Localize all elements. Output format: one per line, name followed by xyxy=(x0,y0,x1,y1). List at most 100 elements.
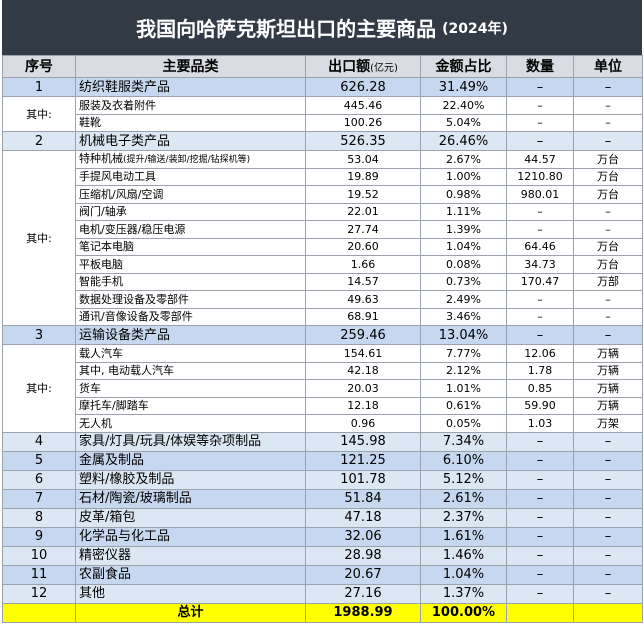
quantity-cell: 170.47 xyxy=(506,272,574,291)
subitem-name: 通讯/音像设备及零部件 xyxy=(79,310,193,324)
name-cell: 其他 xyxy=(75,583,306,604)
total-spacer xyxy=(2,602,76,623)
title-bar: 我国向哈萨克斯坦出口的主要商品 (2024年) xyxy=(2,0,642,55)
column-header-text: 主要品类 xyxy=(162,58,219,75)
share-cell: 7.77% xyxy=(420,344,507,363)
unit-cell: – xyxy=(573,450,643,471)
column-unit: (亿元) xyxy=(370,62,398,74)
subitem-name: 特种机械 xyxy=(79,152,123,166)
quantity-cell: 44.57 xyxy=(506,150,574,169)
share-cell: 6.10% xyxy=(420,450,507,471)
subitem-name-cell: 阀门/轴承 xyxy=(75,202,306,221)
quantity-cell: – xyxy=(506,488,574,509)
category-row: 9 化学品与化工品 32.06 1.61% – – xyxy=(2,526,643,547)
subitem-name: 智能手机 xyxy=(79,275,123,289)
value-cell: 42.18 xyxy=(305,361,421,380)
total-row: 总计 1988.99 100.00% xyxy=(2,602,643,623)
share-cell: 2.12% xyxy=(420,361,507,380)
share-cell: 0.98% xyxy=(420,185,507,204)
share-cell: 7.34% xyxy=(420,431,507,452)
quantity-cell: – xyxy=(506,96,574,115)
share-cell: 1.01% xyxy=(420,379,507,398)
subitem-name: 压缩机/风扇/空调 xyxy=(79,187,164,201)
share-cell: 3.46% xyxy=(420,307,507,326)
category-row: 11 农副食品 20.67 1.04% – – xyxy=(2,564,643,585)
subitem-row: 电机/变压器/稳压电源 27.74 1.39% – – xyxy=(3,220,643,239)
name-cell: 塑料/橡胶及制品 xyxy=(75,469,306,490)
value-cell: 20.03 xyxy=(305,379,421,398)
unit-cell: – xyxy=(573,325,643,345)
category-row: 6 塑料/橡胶及制品 101.78 5.12% – – xyxy=(2,469,643,490)
share-cell: 5.12% xyxy=(420,469,507,490)
number-cell: 11 xyxy=(2,564,76,585)
name-cell: 农副食品 xyxy=(75,564,306,585)
number-cell: 1 xyxy=(2,77,76,97)
table-body: 1 纺织鞋服类产品 626.28 31.49% – – 其中: 服装及衣着附件 445.46 22… xyxy=(2,77,643,623)
value-cell: 14.57 xyxy=(305,272,421,291)
share-cell: 31.49% xyxy=(420,77,507,97)
quantity-cell: 59.90 xyxy=(506,396,574,415)
quantity-cell: 0.85 xyxy=(506,379,574,398)
name-cell: 精密仪器 xyxy=(75,545,306,566)
value-cell: 20.67 xyxy=(305,564,421,585)
subitem-name-cell: 平板电脑 xyxy=(75,255,306,274)
unit-cell: 万台 xyxy=(573,150,643,169)
quantity-cell: – xyxy=(506,307,574,326)
subitem-row: 压缩机/风扇/空调 19.52 0.98% 980.01 万台 xyxy=(3,185,643,204)
name-cell: 家具/灯具/玩具/体娱等杂项制品 xyxy=(75,431,306,452)
total-spacer xyxy=(573,602,643,623)
unit-cell: 万台 xyxy=(573,237,643,256)
quantity-cell: – xyxy=(506,469,574,490)
unit-cell: 万台 xyxy=(573,167,643,186)
column-header: 单位 xyxy=(573,55,643,78)
quantity-cell: – xyxy=(506,202,574,221)
subitem-name-cell: 智能手机 xyxy=(75,272,306,291)
value-cell: 526.35 xyxy=(305,131,421,151)
value-cell: 53.04 xyxy=(305,150,421,169)
quantity-cell: 64.46 xyxy=(506,237,574,256)
subitem-name-cell: 摩托车/脚踏车 xyxy=(75,396,306,415)
subitem-name: 电机/变压器/稳压电源 xyxy=(79,222,186,236)
column-header-text: 序号 xyxy=(25,58,53,75)
subitem-row: 阀门/轴承 22.01 1.11% – – xyxy=(3,202,643,221)
unit-cell: 万台 xyxy=(573,185,643,204)
group-label: 其中: xyxy=(2,150,76,326)
quantity-cell: – xyxy=(506,131,574,151)
subitem-row: 手提风电动工具 19.89 1.00% 1210.80 万台 xyxy=(3,167,643,186)
subitem-name: 服装及衣着附件 xyxy=(79,98,156,112)
share-cell: 5.04% xyxy=(420,113,507,132)
subitem-name-cell: 载人汽车 xyxy=(75,344,306,363)
column-header: 数量 xyxy=(506,55,574,78)
unit-cell: 万辆 xyxy=(573,344,643,363)
category-row: 8 皮革/箱包 47.18 2.37% – – xyxy=(2,507,643,528)
name-cell: 化学品与化工品 xyxy=(75,526,306,547)
unit-cell: – xyxy=(573,564,643,585)
name-cell: 石材/陶瓷/玻璃制品 xyxy=(75,488,306,509)
share-cell: 0.61% xyxy=(420,396,507,415)
subitem-row: 通讯/音像设备及零部件 68.91 3.46% – – xyxy=(3,307,643,326)
value-cell: 1.66 xyxy=(305,255,421,274)
value-cell: 19.89 xyxy=(305,167,421,186)
subitem-row: 平板电脑 1.66 0.08% 34.73 万台 xyxy=(3,255,643,274)
column-header: 金额占比 xyxy=(420,55,507,78)
quantity-cell: 34.73 xyxy=(506,255,574,274)
subitem-name: 摩托车/脚踏车 xyxy=(79,399,149,413)
quantity-cell: 980.01 xyxy=(506,185,574,204)
quantity-cell: 12.06 xyxy=(506,344,574,363)
subitem-name: 货车 xyxy=(79,381,101,395)
share-cell: 1.37% xyxy=(420,583,507,604)
total-spacer xyxy=(506,602,574,623)
name-cell: 纺织鞋服类产品 xyxy=(75,77,306,97)
quantity-cell: – xyxy=(506,583,574,604)
number-cell: 7 xyxy=(2,488,76,509)
unit-cell: – xyxy=(573,431,643,452)
unit-cell: 万辆 xyxy=(573,361,643,380)
subitem-name-cell: 手提风电动工具 xyxy=(75,167,306,186)
subitem-name-cell: 笔记本电脑 xyxy=(75,237,306,256)
unit-cell: – xyxy=(573,290,643,309)
name-cell: 机械电子类产品 xyxy=(75,131,306,151)
share-cell: 0.05% xyxy=(420,414,507,433)
column-header: 序号 xyxy=(2,55,76,78)
number-cell: 5 xyxy=(2,450,76,471)
value-cell: 47.18 xyxy=(305,507,421,528)
